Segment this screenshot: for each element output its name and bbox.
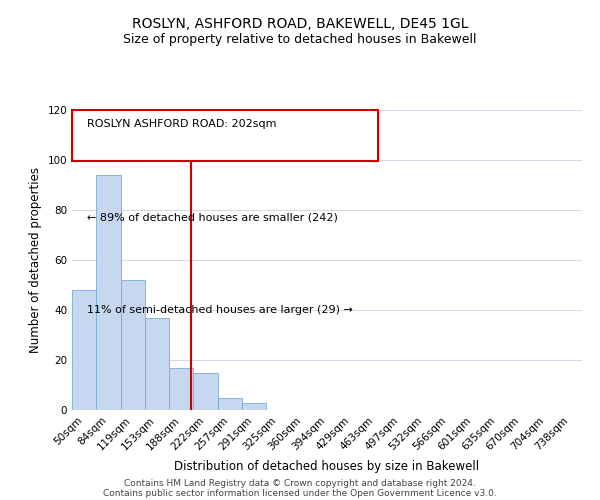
Bar xyxy=(218,398,242,410)
Bar xyxy=(169,368,193,410)
Text: ← 89% of detached houses are smaller (242): ← 89% of detached houses are smaller (24… xyxy=(88,212,338,222)
Text: Size of property relative to detached houses in Bakewell: Size of property relative to detached ho… xyxy=(123,32,477,46)
Y-axis label: Number of detached properties: Number of detached properties xyxy=(29,167,42,353)
Bar xyxy=(242,402,266,410)
Text: ROSLYN ASHFORD ROAD: 202sqm: ROSLYN ASHFORD ROAD: 202sqm xyxy=(88,119,277,129)
FancyBboxPatch shape xyxy=(72,110,378,161)
Text: Contains public sector information licensed under the Open Government Licence v3: Contains public sector information licen… xyxy=(103,489,497,498)
Text: Contains HM Land Registry data © Crown copyright and database right 2024.: Contains HM Land Registry data © Crown c… xyxy=(124,479,476,488)
Text: ROSLYN, ASHFORD ROAD, BAKEWELL, DE45 1GL: ROSLYN, ASHFORD ROAD, BAKEWELL, DE45 1GL xyxy=(132,18,468,32)
Bar xyxy=(145,318,169,410)
Bar xyxy=(72,290,96,410)
X-axis label: Distribution of detached houses by size in Bakewell: Distribution of detached houses by size … xyxy=(175,460,479,473)
Bar xyxy=(193,372,218,410)
Text: 11% of semi-detached houses are larger (29) →: 11% of semi-detached houses are larger (… xyxy=(88,305,353,315)
Bar xyxy=(121,280,145,410)
Bar xyxy=(96,175,121,410)
